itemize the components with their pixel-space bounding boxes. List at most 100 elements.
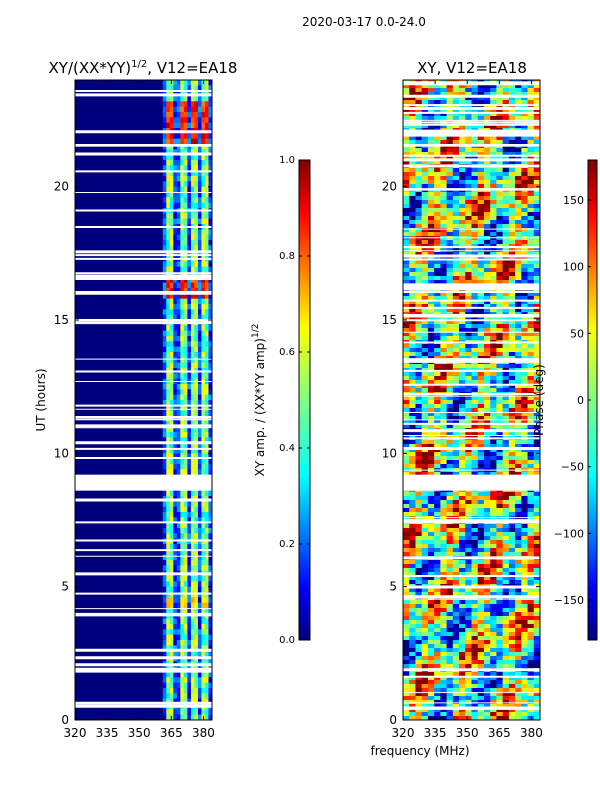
heatmap-cell xyxy=(197,240,202,246)
heatmap-cell xyxy=(204,192,209,198)
heatmap-cell xyxy=(521,444,529,449)
heatmap-cell xyxy=(187,202,192,209)
heatmap-cell xyxy=(477,652,485,657)
heatmap-cell xyxy=(502,400,510,405)
heatmap-cell xyxy=(208,538,212,545)
heatmap-cell xyxy=(490,416,497,421)
heatmap-cell xyxy=(180,362,185,369)
heatmap-cell xyxy=(434,432,441,437)
heatmap-cell xyxy=(508,516,516,521)
heatmap-cell xyxy=(162,560,167,566)
heatmap-cell xyxy=(527,412,535,417)
heatmap-cell xyxy=(201,448,206,454)
heatmap-cell xyxy=(459,416,466,421)
heatmap-cell xyxy=(166,181,171,188)
heatmap-cell xyxy=(527,508,535,513)
heatmap-cell xyxy=(403,592,410,597)
heatmap-cell xyxy=(176,181,181,188)
heatmap-cell xyxy=(415,528,423,533)
heatmap-cell xyxy=(496,272,504,277)
heatmap-cell xyxy=(496,552,504,557)
heatmap-cell xyxy=(204,458,209,465)
heatmap-cell xyxy=(403,416,410,421)
heatmap-cell xyxy=(459,636,466,641)
heatmap-cell xyxy=(483,620,491,625)
heatmap-cell xyxy=(197,490,202,497)
heatmap-cell xyxy=(515,240,522,245)
heatmap-cell xyxy=(477,196,485,201)
heatmap-cell xyxy=(465,640,472,645)
heatmap-cell xyxy=(208,288,212,294)
heatmap-cell xyxy=(409,444,416,449)
heatmap-cell xyxy=(187,544,192,550)
heatmap-cell xyxy=(176,432,181,438)
heatmap-cell xyxy=(471,228,479,233)
heatmap-cell xyxy=(427,152,435,157)
heatmap-cell xyxy=(446,104,454,109)
heatmap-cell xyxy=(508,156,516,161)
heatmap-cell xyxy=(427,240,435,245)
heatmap-cell xyxy=(471,220,479,225)
heatmap-cell xyxy=(173,96,178,102)
heatmap-cell xyxy=(415,396,423,401)
heatmap-cell xyxy=(176,448,181,454)
heatmap-cell xyxy=(490,424,497,429)
heatmap-cell xyxy=(452,100,460,105)
heatmap-cell xyxy=(180,218,185,225)
heatmap-cell xyxy=(169,453,174,460)
heatmap-cell xyxy=(415,588,423,593)
heatmap-cell xyxy=(166,325,171,332)
heatmap-cell xyxy=(508,492,516,497)
heatmap-cell xyxy=(521,156,529,161)
heatmap-cell xyxy=(403,616,410,621)
heatmap-cell xyxy=(440,308,448,313)
heatmap-cell xyxy=(183,240,188,246)
heatmap-cell xyxy=(483,572,491,577)
heatmap-cell xyxy=(527,320,535,325)
heatmap-cell xyxy=(452,444,460,449)
heatmap-cell xyxy=(190,698,195,705)
heatmap-cell xyxy=(515,564,522,569)
heatmap-cell xyxy=(533,180,540,185)
heatmap-cell xyxy=(409,528,416,533)
heatmap-cell xyxy=(208,506,212,513)
heatmap-cell xyxy=(459,620,466,625)
heatmap-cell xyxy=(169,138,174,145)
heatmap-cell xyxy=(194,602,199,609)
heatmap-cell xyxy=(521,320,529,325)
heatmap-cell xyxy=(452,416,460,421)
heatmap-cell xyxy=(477,636,485,641)
heatmap-cell xyxy=(471,336,479,341)
heatmap-cell xyxy=(471,320,479,325)
heatmap-cell xyxy=(527,384,535,389)
heatmap-cell xyxy=(194,234,199,241)
heatmap-cell xyxy=(427,108,435,113)
ytick-label: 20 xyxy=(54,180,69,194)
heatmap-cell xyxy=(169,442,174,449)
heatmap-cell xyxy=(440,296,448,301)
heatmap-cell xyxy=(490,396,497,401)
heatmap-cell xyxy=(471,536,479,541)
heatmap-cell xyxy=(471,612,479,617)
heatmap-cell xyxy=(471,656,479,661)
heatmap-cell xyxy=(452,500,460,505)
heatmap-cell xyxy=(176,346,181,353)
heatmap-cell xyxy=(187,698,192,705)
heatmap-cell xyxy=(459,172,466,177)
heatmap-cell xyxy=(204,197,209,204)
heatmap-cell xyxy=(183,677,188,684)
heatmap-cell xyxy=(201,629,206,636)
heatmap-cell xyxy=(490,568,497,573)
heatmap-cell xyxy=(527,532,535,537)
heatmap-cell xyxy=(521,512,529,517)
heatmap-cell xyxy=(415,148,423,153)
heatmap-cell xyxy=(490,192,497,197)
heatmap-cell xyxy=(403,496,410,501)
heatmap-cell xyxy=(496,408,504,413)
heatmap-cell xyxy=(180,453,185,460)
heatmap-cell xyxy=(490,612,497,617)
heatmap-cell xyxy=(452,364,460,369)
heatmap-cell xyxy=(180,629,185,636)
heatmap-cell xyxy=(477,400,485,405)
heatmap-cell xyxy=(173,501,178,508)
